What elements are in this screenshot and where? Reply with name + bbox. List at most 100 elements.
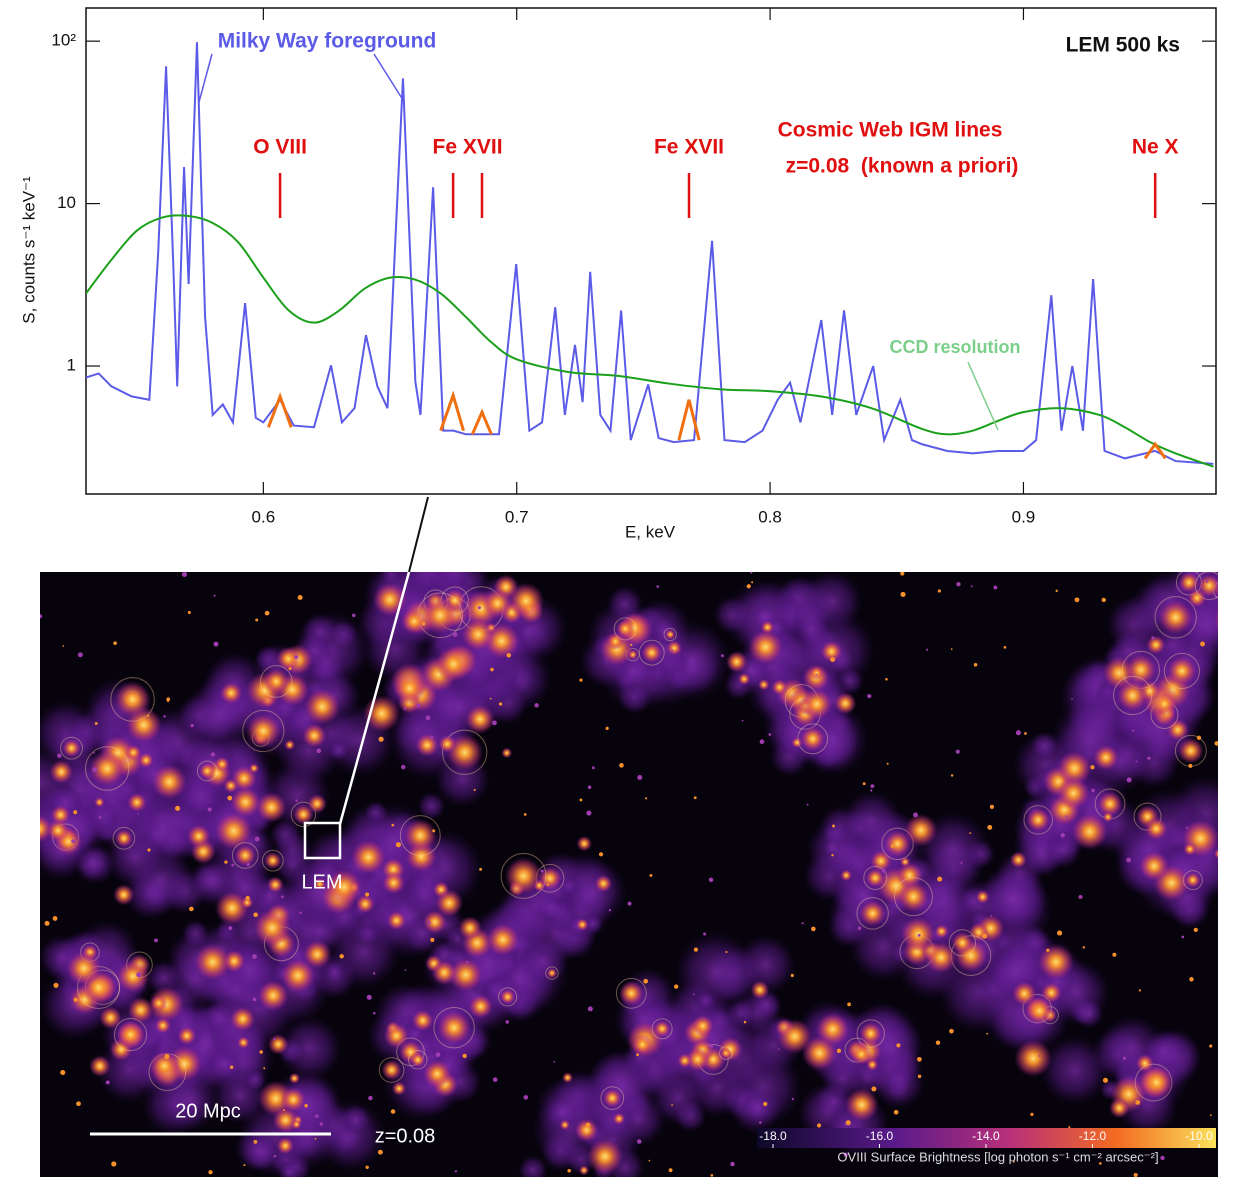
halo-ring <box>112 826 136 850</box>
point-source <box>615 637 617 639</box>
halo-glow <box>411 1009 434 1032</box>
point-source <box>523 813 527 816</box>
halo-glow <box>1071 813 1108 850</box>
point-source <box>567 1169 571 1173</box>
halo-glow <box>127 792 147 813</box>
halo-glow <box>291 1119 302 1130</box>
spectrum-line <box>86 214 1214 468</box>
halo-glow <box>1040 982 1062 1004</box>
point-source <box>989 804 995 809</box>
halo-glow <box>307 794 327 814</box>
point-source <box>587 785 592 790</box>
point-source <box>1015 730 1021 736</box>
point-source <box>294 655 298 659</box>
point-source <box>189 906 194 912</box>
simulation-map <box>17 572 1218 1177</box>
point-source <box>98 816 102 819</box>
point-source <box>352 613 356 618</box>
point-source <box>73 997 78 1002</box>
halo-glow <box>1183 842 1197 856</box>
callout-line <box>198 53 213 103</box>
halo-glow <box>240 896 254 909</box>
point-source <box>435 1052 441 1058</box>
halo-glow <box>214 756 230 772</box>
halo-ring <box>261 849 284 872</box>
point-source <box>1024 732 1027 735</box>
halo-glow <box>263 668 290 695</box>
halo-ring <box>498 987 518 1007</box>
halo-glow <box>1214 848 1218 859</box>
point-source <box>378 736 384 742</box>
point-source <box>316 748 322 754</box>
point-source <box>970 585 973 588</box>
point-source <box>540 869 544 873</box>
halo-ring <box>399 815 441 856</box>
point-source <box>870 789 873 792</box>
halo-ring <box>863 865 888 890</box>
point-source <box>1101 597 1106 603</box>
point-source <box>253 1140 258 1144</box>
halo-glow <box>1026 808 1051 832</box>
point-source <box>926 648 929 651</box>
point-source <box>1003 646 1007 649</box>
halo-glow <box>820 640 843 663</box>
halo-ring <box>84 746 130 791</box>
point-source <box>913 812 918 818</box>
map-overlay: LEM 20 Mpc z=0.08 OVIII Surface Brightne… <box>90 571 1216 1164</box>
ccd-label: CCD resolution <box>889 337 1020 357</box>
point-source <box>885 677 888 681</box>
point-source <box>937 589 941 593</box>
halo-glow <box>435 889 464 918</box>
point-source <box>896 1043 901 1048</box>
point-source <box>656 585 660 588</box>
point-source <box>113 641 117 646</box>
lem-label: LEM <box>301 871 342 893</box>
colorbar-tick-label: -16.0 <box>866 1129 894 1143</box>
point-source <box>288 667 292 671</box>
point-source <box>1181 935 1185 939</box>
halo-ring <box>196 760 218 782</box>
halo-glow <box>546 967 558 979</box>
point-source <box>801 922 804 925</box>
halo-ring <box>110 677 155 722</box>
halo-glow <box>801 688 833 720</box>
halo-glow <box>834 692 857 715</box>
point-source <box>281 895 284 899</box>
point-source <box>181 572 188 578</box>
halo-glow <box>859 1022 883 1045</box>
point-source <box>213 641 219 647</box>
colorbar-tick-label: -10.0 <box>1185 1129 1213 1143</box>
halo-glow <box>802 1035 837 1071</box>
halo-glow <box>350 839 386 875</box>
x-tick-label: 0.7 <box>505 507 529 526</box>
gas-haze <box>17 792 37 812</box>
point-source <box>245 895 250 901</box>
halo-glow <box>1009 851 1027 869</box>
point-source <box>190 723 194 728</box>
point-source <box>391 823 395 827</box>
point-source <box>395 842 401 848</box>
halo-glow <box>214 890 250 926</box>
halo-glow <box>154 1017 172 1034</box>
point-source <box>816 1123 822 1128</box>
point-source <box>950 774 954 777</box>
point-source <box>60 1069 66 1076</box>
halo-glow <box>1037 943 1075 980</box>
halo-ring <box>433 1006 475 1049</box>
point-source <box>886 762 889 765</box>
halo-glow <box>771 679 788 696</box>
halo-glow <box>1214 609 1218 632</box>
point-source <box>314 1137 317 1140</box>
point-source <box>836 1048 842 1053</box>
halo-glow <box>325 868 363 906</box>
point-source <box>763 1101 768 1107</box>
halo-ring <box>638 639 665 666</box>
halo-glow <box>612 1112 626 1125</box>
halo-glow <box>800 726 826 752</box>
spectrum-line <box>1143 441 1167 460</box>
point-source <box>960 861 963 864</box>
point-source <box>721 654 724 658</box>
point-source <box>372 1011 376 1015</box>
point-source <box>213 594 216 597</box>
